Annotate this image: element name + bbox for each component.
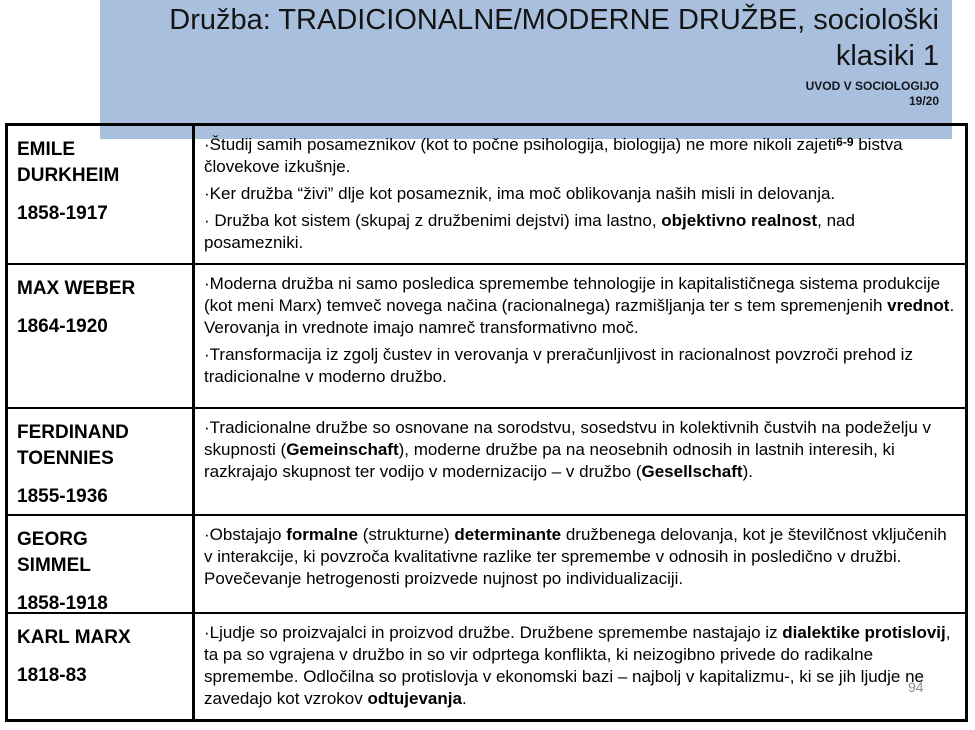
scholar-name-cell: FERDINAND TOENNIES 1855-1936 [8,409,195,514]
table-row: MAX WEBER 1864-1920 ·Moderna družba ni sam… [8,265,965,409]
description-paragraph: ·Transformacija iz zgolj čustev in verov… [204,345,913,386]
scholar-name: TOENNIES [17,448,114,469]
scholar-name: DURKHEIM [17,165,120,186]
description-cell: ·Tradicionalne družbe so osnovane na sor… [195,409,965,514]
scholar-years: 1818-83 [17,665,87,686]
title-line: Družba: TRADICIONALNE/MODERNE DRUŽBE, so… [169,4,939,36]
description-paragraph: ·Tradicionalne družbe so osnovane na sor… [204,418,932,481]
classics-table: EMILE DURKHEIM 1858-1917 ·Študij samih posa… [5,123,968,722]
description-cell: ·Moderna družba ni samo posledica spreme… [195,265,965,407]
table-row: KARL MARX 1818-83 ·Ljudje so proizvajalci … [8,614,965,719]
scholar-name: FERDINAND [17,422,129,443]
scholar-years: 1855-1936 [17,486,108,507]
scholar-name-cell: EMILE DURKHEIM 1858-1917 [8,126,195,263]
description-paragraph: · Družba kot sistem (skupaj z družbenimi… [204,211,855,252]
table-row: EMILE DURKHEIM 1858-1917 ·Študij samih posa… [8,126,965,265]
description-paragraph: ·Študij samih posameznikov (kot to počne… [204,135,903,176]
description-cell: ·Obstajajo formalne (strukturne) determi… [195,516,965,612]
scholar-name: EMILE [17,139,76,160]
page-number: 94 [908,679,924,695]
description-paragraph: ·Moderna družba ni samo posledica spreme… [204,274,955,337]
description-cell: ·Ljudje so proizvajalci in proizvod druž… [195,614,965,719]
term-label: 19/20 [908,94,939,108]
title-line: klasiki 1 [835,40,939,72]
table-row: FERDINAND TOENNIES 1855-1936 ·Tradicionalne… [8,409,965,516]
scholar-name-cell: KARL MARX 1818-83 [8,614,195,719]
description-paragraph: ·Obstajajo formalne (strukturne) determi… [204,525,947,588]
scholar-name: GEORG [17,529,88,550]
scholar-years: 1858-1918 [17,593,108,614]
scholar-name: SIMMEL [17,555,91,576]
slide-header: Družba: TRADICIONALNE/MODERNE DRUŽBE, so… [100,0,952,139]
scholar-name-cell: GEORG SIMMEL 1858-1918 [8,516,195,612]
scholar-years: 1858-1917 [17,203,108,224]
scholar-years: 1864-1920 [17,316,108,337]
scholar-name-cell: MAX WEBER 1864-1920 [8,265,195,407]
course-label: UVOD V SOCIOLOGIJO [805,79,939,93]
scholar-name: KARL MARX [17,627,131,648]
slide-title: Družba: TRADICIONALNE/MODERNE DRUŽBE, so… [110,2,939,74]
description-cell: ·Študij samih posameznikov (kot to počne… [195,126,965,263]
description-paragraph: ·Ker družba “živi” dlje kot posameznik, … [204,184,836,203]
table-row: GEORG SIMMEL 1858-1918 ·Obstajajo formalne … [8,516,965,614]
scholar-name: MAX WEBER [17,278,136,299]
description-paragraph: ·Ljudje so proizvajalci in proizvod druž… [204,623,951,708]
